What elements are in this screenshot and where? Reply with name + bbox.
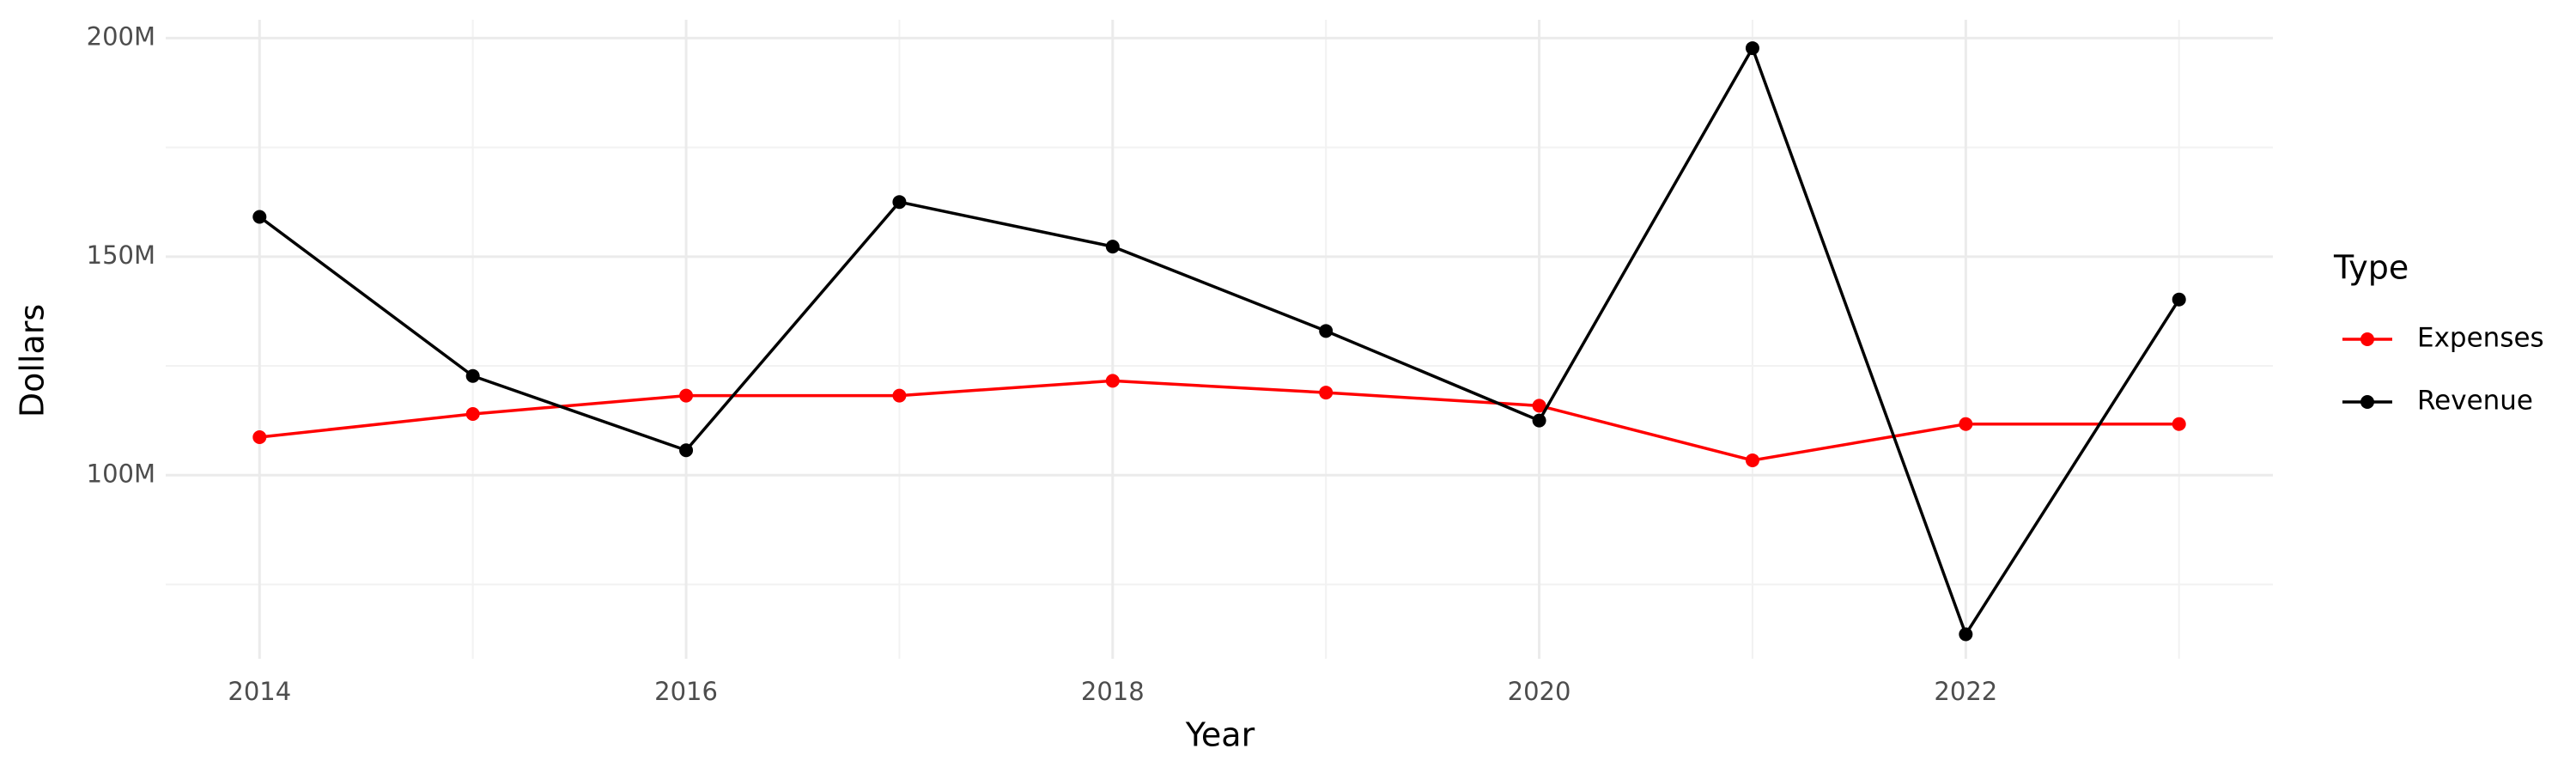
data-point [465,407,480,422]
data-point [1959,627,1973,642]
legend-key-point [2360,332,2374,346]
data-point [1105,240,1120,254]
y-tick-label: 200M [87,21,155,51]
data-point [679,443,694,458]
data-point [679,388,694,403]
grid [166,20,2273,659]
legend-label: Revenue [2417,386,2533,417]
x-tick-label: 2020 [1508,677,1571,706]
data-point [252,429,267,444]
x-tick-label: 2018 [1081,677,1145,706]
x-tick-label: 2014 [228,677,291,706]
data-point [1319,386,1334,400]
y-tick-label: 150M [87,240,155,270]
x-tick-label: 2022 [1934,677,1997,706]
legend-label: Expenses [2417,323,2544,354]
data-point [1105,374,1120,388]
data-point [465,368,480,383]
legend-key-point [2360,395,2374,409]
x-tick-label: 2016 [654,677,718,706]
legend-title: Type [2333,249,2409,287]
data-point [1745,453,1759,467]
data-point [2172,417,2186,431]
data-point [1532,413,1546,428]
y-axis-title: Dollars [14,304,52,417]
data-point [1532,399,1546,413]
x-axis-title: Year [1185,716,1255,754]
series-line [258,44,2181,638]
data-point [1319,324,1334,338]
data-point [892,388,907,403]
series-line [259,379,2179,462]
data-point [2172,292,2186,307]
data-point [1959,417,1973,431]
y-tick-label: 100M [87,459,155,488]
data-point [1745,41,1759,56]
data-point [892,195,907,210]
data-point [252,210,267,224]
